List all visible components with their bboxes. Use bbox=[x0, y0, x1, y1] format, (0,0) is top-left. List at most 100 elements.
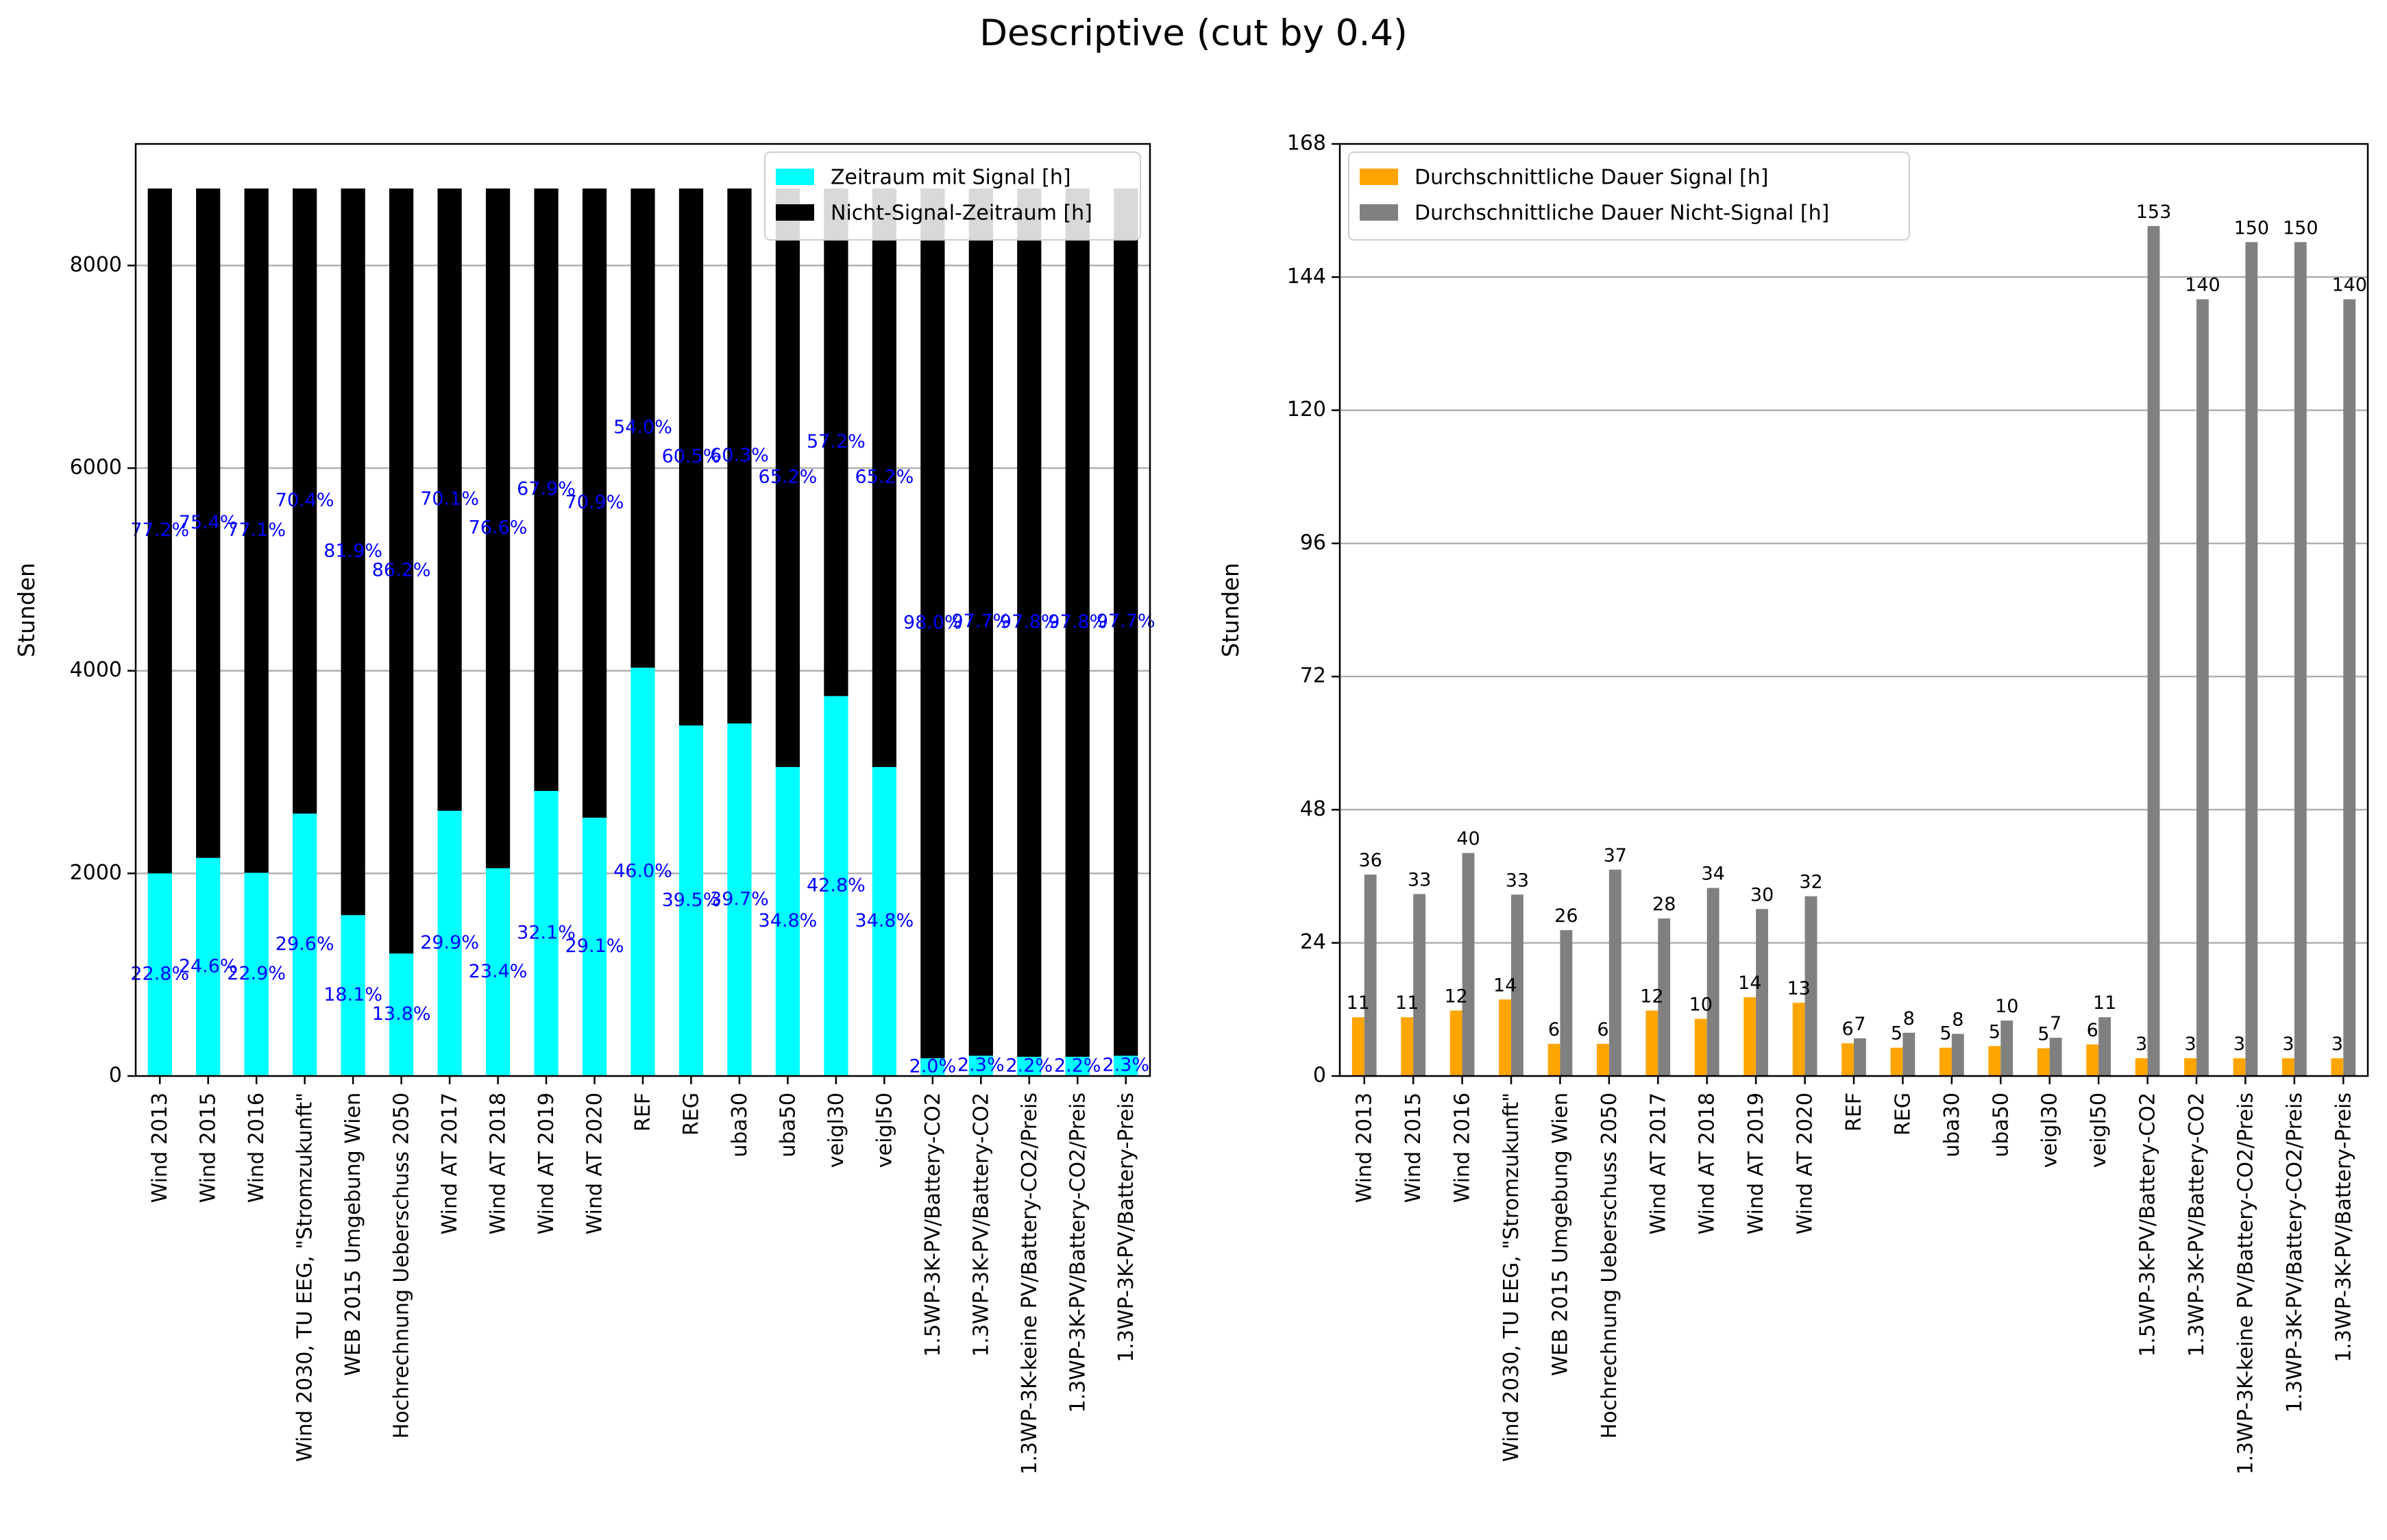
avg-signal-value-label: 11 bbox=[1395, 992, 1419, 1014]
x-tick-label: Wind AT 2020 bbox=[583, 1092, 607, 1234]
avg-signal-value-label: 3 bbox=[2135, 1034, 2147, 1055]
signal-bar bbox=[631, 668, 655, 1076]
signal-percent-label: 34.8% bbox=[855, 910, 914, 931]
avg-signal-bar bbox=[2135, 1058, 2148, 1076]
x-tick-label: veigl30 bbox=[2038, 1092, 2062, 1168]
non-signal-percent-label: 60.5% bbox=[662, 445, 721, 467]
avg-non-signal-value-label: 8 bbox=[1952, 1009, 1963, 1030]
x-tick-label: Wind 2015 bbox=[197, 1092, 221, 1203]
x-tick-label: 1.3WP-3K-keine PV/Battery-CO2/Preis bbox=[2233, 1092, 2257, 1475]
signal-percent-label: 32.1% bbox=[517, 922, 576, 944]
y-axis-label: Stunden bbox=[1217, 563, 1244, 657]
signal-percent-label: 18.1% bbox=[323, 984, 382, 1005]
signal-bar bbox=[968, 1055, 993, 1076]
avg-signal-bar bbox=[1547, 1044, 1560, 1076]
avg-non-signal-bar bbox=[2049, 1038, 2062, 1076]
avg-non-signal-bar bbox=[1658, 918, 1671, 1076]
y-tick-label: 8000 bbox=[70, 253, 122, 277]
avg-signal-value-label: 13 bbox=[1787, 978, 1810, 999]
signal-bar bbox=[582, 818, 607, 1076]
signal-bar bbox=[147, 873, 172, 1076]
x-tick-label: Wind 2015 bbox=[1401, 1092, 1425, 1203]
signal-percent-label: 23.4% bbox=[469, 961, 528, 982]
non-signal-bar bbox=[968, 188, 993, 1056]
y-tick-label: 120 bbox=[1287, 398, 1326, 421]
non-signal-percent-label: 70.1% bbox=[420, 489, 479, 510]
avg-signal-value-label: 5 bbox=[1939, 1023, 1951, 1044]
legend-box bbox=[1348, 151, 1910, 241]
non-signal-bar bbox=[1114, 188, 1138, 1056]
x-tick-label: 1.3WP-3K-PV/Battery-Preis bbox=[2331, 1092, 2355, 1362]
signal-bar bbox=[920, 1058, 945, 1076]
avg-non-signal-value-label: 26 bbox=[1554, 905, 1578, 927]
non-signal-bar bbox=[485, 188, 511, 868]
signal-bar bbox=[1065, 1056, 1090, 1076]
avg-non-signal-value-label: 11 bbox=[2093, 992, 2116, 1014]
y-tick-label: 168 bbox=[1287, 132, 1326, 156]
non-signal-percent-label: 70.9% bbox=[565, 492, 624, 513]
avg-signal-bar bbox=[1939, 1047, 1952, 1076]
x-tick-label: 1.3WP-3K-PV/Battery-CO2/Preis bbox=[1066, 1092, 1090, 1413]
x-tick-label: Wind 2013 bbox=[1353, 1092, 1377, 1203]
x-tick-label: 1.3WP-3K-PV/Battery-Preis bbox=[1114, 1092, 1138, 1362]
signal-percent-label: 2.2% bbox=[1006, 1055, 1053, 1076]
avg-non-signal-value-label: 150 bbox=[2283, 217, 2318, 239]
avg-non-signal-bar bbox=[2196, 299, 2209, 1077]
avg-non-signal-value-label: 34 bbox=[1701, 864, 1724, 885]
non-signal-percent-label: 97.7% bbox=[951, 611, 1010, 632]
x-tick-label: veigl30 bbox=[824, 1092, 848, 1168]
signal-bar bbox=[824, 696, 848, 1076]
signal-bar bbox=[293, 814, 317, 1076]
non-signal-bar bbox=[196, 188, 221, 858]
avg-non-signal-bar bbox=[2294, 242, 2307, 1077]
avg-non-signal-value-label: 40 bbox=[1456, 829, 1480, 850]
legend-swatch bbox=[776, 169, 814, 185]
non-signal-bar bbox=[775, 188, 800, 768]
x-tick-label: uba50 bbox=[776, 1092, 800, 1158]
non-signal-percent-label: 98.0% bbox=[903, 612, 962, 633]
signal-bar bbox=[389, 953, 414, 1076]
x-tick-label: REG bbox=[679, 1092, 703, 1136]
signal-percent-label: 24.6% bbox=[179, 955, 238, 977]
signal-bar bbox=[1017, 1056, 1042, 1076]
avg-non-signal-value-label: 10 bbox=[1995, 996, 2018, 1017]
avg-non-signal-bar bbox=[1756, 909, 1768, 1076]
non-signal-bar bbox=[631, 188, 655, 668]
avg-non-signal-bar bbox=[1364, 875, 1377, 1076]
x-tick-label: WEB 2015 Umgebung Wien bbox=[341, 1092, 365, 1376]
avg-signal-bar bbox=[1401, 1017, 1414, 1076]
x-tick-label: 1.3WP-3K-PV/Battery-CO2 bbox=[969, 1092, 993, 1357]
legend-box bbox=[764, 151, 1141, 241]
signal-percent-label: 29.1% bbox=[565, 936, 624, 957]
non-signal-bar bbox=[1065, 188, 1090, 1057]
avg-non-signal-bar bbox=[2245, 242, 2258, 1077]
y-tick-label: 144 bbox=[1287, 265, 1326, 289]
avg-signal-bar bbox=[1988, 1046, 2001, 1076]
y-tick-label: 96 bbox=[1300, 530, 1326, 554]
x-tick-label: REG bbox=[1891, 1092, 1915, 1136]
legend-label: Nicht-Signal-Zeitraum [h] bbox=[831, 201, 1092, 225]
signal-bar bbox=[678, 725, 704, 1076]
signal-bar bbox=[485, 868, 511, 1076]
avg-signal-value-label: 5 bbox=[1891, 1023, 1902, 1044]
avg-signal-value-label: 3 bbox=[2184, 1034, 2196, 1055]
avg-signal-bar bbox=[2282, 1058, 2294, 1076]
non-signal-bar bbox=[293, 188, 317, 814]
x-tick-label: Wind AT 2020 bbox=[1794, 1092, 1817, 1234]
avg-non-signal-bar bbox=[1854, 1038, 1866, 1076]
avg-non-signal-value-label: 7 bbox=[1854, 1014, 1865, 1035]
legend-swatch bbox=[1360, 169, 1398, 185]
avg-signal-value-label: 12 bbox=[1444, 986, 1467, 1007]
avg-signal-bar bbox=[1694, 1018, 1707, 1076]
x-tick-label: 1.5WP-3K-PV/Battery-CO2 bbox=[2136, 1092, 2160, 1357]
avg-non-signal-value-label: 36 bbox=[1358, 850, 1382, 871]
non-signal-percent-label: 67.9% bbox=[517, 478, 576, 500]
signal-percent-label: 39.5% bbox=[662, 890, 721, 911]
x-tick-label: Wind AT 2018 bbox=[1696, 1092, 1719, 1234]
signal-percent-label: 34.8% bbox=[759, 910, 818, 931]
y-tick-label: 6000 bbox=[70, 456, 122, 480]
signal-percent-label: 39.7% bbox=[710, 888, 769, 909]
x-tick-label: veigl50 bbox=[2087, 1092, 2111, 1168]
